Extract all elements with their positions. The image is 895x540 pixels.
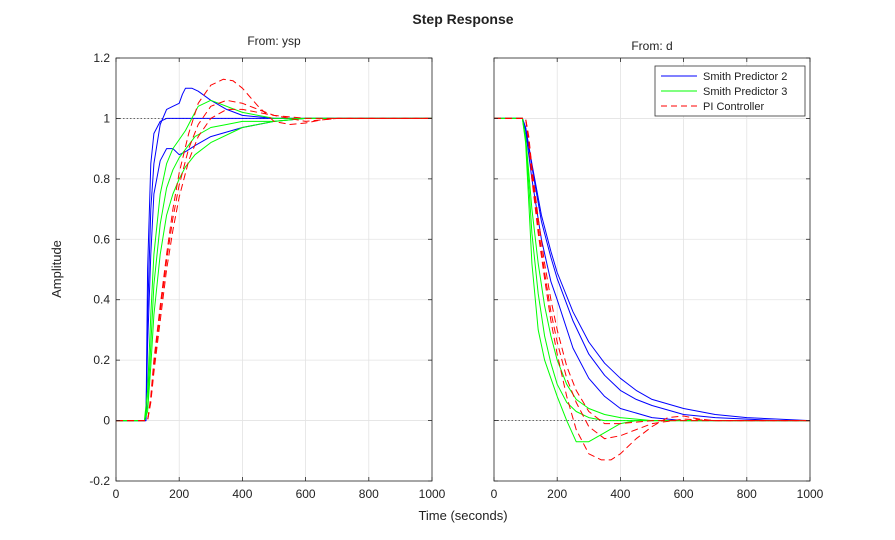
x-axis-label: Time (seconds) — [418, 508, 507, 523]
y-tick-label: 1.2 — [93, 51, 110, 65]
panel-title-ysp: From: ysp — [247, 34, 301, 48]
axes-box — [493, 57, 811, 482]
chart-title: Step Response — [412, 11, 513, 27]
y-tick-label: -0.2 — [89, 474, 110, 488]
plot-area — [116, 58, 432, 481]
series-line-5 — [494, 117, 810, 422]
x-tick-label: 1000 — [797, 487, 824, 501]
plot-panel-ysp: 0 200 400 600 800 1000-0.200.20.40.60.811.2 — [89, 51, 445, 501]
x-tick-label: 800 — [359, 487, 379, 501]
legend-label-pi-controller: PI Controller — [703, 101, 764, 113]
legend-label-smith-predictor-2: Smith Predictor 2 — [703, 71, 787, 83]
series-line-6 — [116, 78, 432, 422]
panel-title-d: From: d — [631, 39, 672, 53]
series-line-8 — [494, 117, 810, 425]
legend-label-smith-predictor-3: Smith Predictor 3 — [703, 86, 787, 98]
x-tick-label: 600 — [296, 487, 316, 501]
y-tick-label: 0 — [103, 414, 110, 428]
x-tick-label: 800 — [737, 487, 757, 501]
y-tick-label: 0.8 — [93, 172, 110, 186]
x-tick-label: 600 — [674, 487, 694, 501]
series-line-7 — [116, 99, 432, 422]
series-line-7 — [494, 117, 810, 440]
x-tick-label: 200 — [169, 487, 189, 501]
series-line-1 — [116, 87, 432, 422]
x-tick-label: 200 — [547, 487, 567, 501]
series-line-2 — [494, 117, 810, 422]
series-line-5 — [116, 117, 432, 422]
y-tick-label: 0.4 — [93, 293, 110, 307]
x-tick-label: 400 — [232, 487, 252, 501]
x-tick-label: 0 — [113, 487, 120, 501]
y-tick-label: 0.2 — [93, 353, 110, 367]
x-tick-label: 400 — [610, 487, 630, 501]
series-line-3 — [116, 99, 432, 422]
y-tick-label: 0.6 — [93, 232, 110, 246]
axes-box — [115, 57, 433, 482]
series-line-4 — [494, 117, 810, 422]
legend: Smith Predictor 2 Smith Predictor 3 PI C… — [654, 65, 806, 117]
series-line-8 — [116, 108, 432, 422]
x-tick-label: 1000 — [419, 487, 446, 501]
y-tick-label: 1 — [103, 111, 110, 125]
y-axis-label: Amplitude — [49, 240, 64, 298]
plot-panel-d: 0 200 400 600 800 1000 — [491, 57, 824, 501]
plot-area — [494, 58, 810, 481]
x-tick-label: 0 — [491, 487, 498, 501]
